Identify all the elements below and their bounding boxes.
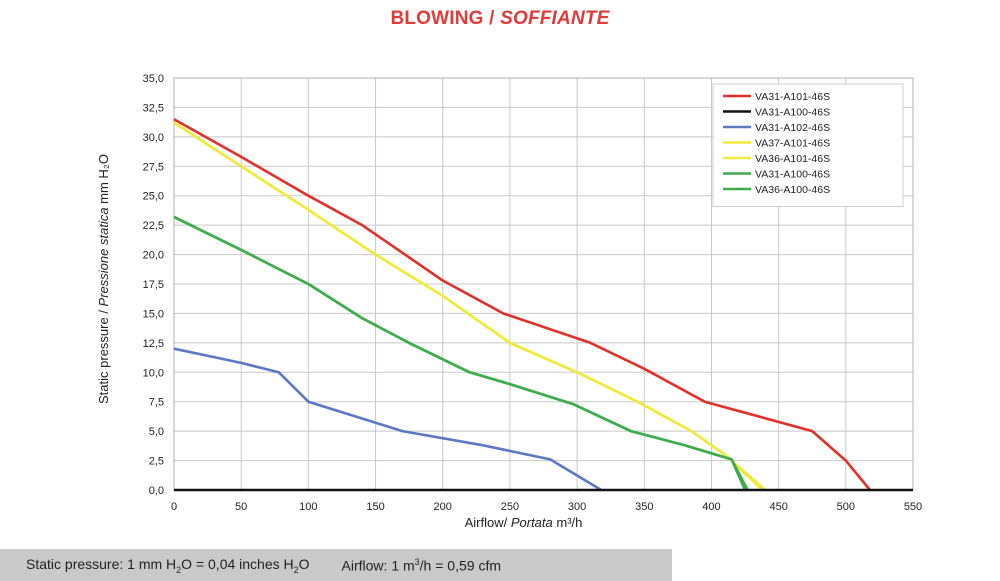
pressure-mid: O = 0,04 inches H (181, 555, 294, 572)
y-tick-label: 17,5 (143, 279, 164, 291)
y-tick-label: 7,5 (149, 397, 164, 409)
y-tick-label: 0,0 (149, 485, 164, 497)
series-line-va37-a101-46s (173, 121, 764, 491)
pressure-prefix: Static pressure: 1 mm H (26, 555, 177, 572)
x-tick-label: 350 (635, 501, 653, 513)
y-tick-label: 22,5 (143, 220, 164, 232)
x-tick-labels: 0 50 100 150 200 250 300 350 400 450 500 550 (171, 501, 922, 513)
airflow-suffix: /h = 0,59 cfm (419, 557, 501, 574)
x-tick-label: 250 (501, 501, 519, 513)
series-line-va31-a101-46s (173, 118, 872, 491)
x-axis-title-unit: m³/h (553, 515, 583, 530)
x-tick-label: 50 (235, 501, 247, 513)
legend: VA31-A101-46S VA31-A100-46S VA31-A102-46S V… (712, 83, 904, 207)
legend-label: VA31-A100-46S (755, 107, 830, 119)
y-tick-labels: 0,0 2,5 5,0 7,5 10,0 12,5 15,0 17,5 20,0 22,5 25,0… (143, 73, 164, 497)
y-axis-title-italic: Pressione statica (96, 207, 111, 306)
y-tick-label: 2,5 (149, 456, 164, 468)
legend-label: VA31-A101-46S (755, 91, 830, 103)
airflow-prefix: Airflow: 1 m (341, 557, 415, 574)
x-tick-label: 100 (299, 501, 317, 513)
title-main: BLOWING / (390, 8, 501, 29)
x-tick-label: 550 (904, 501, 922, 513)
airflow-conversion-note: Airflow: 1 m3/h = 0,59 cfm (310, 557, 501, 574)
x-axis-title-italic: Portata (511, 515, 553, 530)
footer-bar: Static pressure: 1 mm H2O = 0,04 inches … (0, 549, 672, 581)
pressure-sub1: 2 (176, 564, 182, 575)
series-line-va31-a102-46s (173, 347, 602, 492)
x-tick-label: 400 (702, 501, 720, 513)
x-tick-label: 300 (568, 501, 586, 513)
x-tick-label: 450 (769, 501, 787, 513)
legend-label: VA31-A102-46S (755, 122, 830, 134)
title-italic: SOFFIANTE (500, 8, 610, 29)
y-tick-label: 27,5 (143, 161, 164, 173)
series-line-va36-a100-46s (173, 215, 749, 491)
x-axis-title-normal: Airflow/ (465, 515, 511, 530)
y-tick-label: 32,5 (143, 102, 164, 114)
y-axis-title: Static pressure / Pressione statica mm H… (96, 154, 111, 404)
y-axis-title-unit: mm H₂O (96, 154, 111, 207)
x-tick-label: 150 (366, 501, 384, 513)
x-axis-title: Airflow/ Portata m³/h (465, 515, 583, 530)
y-axis-title-normal: Static pressure / (96, 306, 111, 404)
airflow-sup: 3 (414, 556, 420, 567)
x-tick-label: 0 (171, 501, 177, 513)
x-tick-label: 200 (434, 501, 452, 513)
y-tick-label: 10,0 (143, 367, 164, 379)
y-tick-label: 25,0 (143, 191, 164, 203)
series-line-va36-a101-46s (173, 121, 767, 491)
legend-label: VA37-A101-46S (755, 138, 830, 150)
legend-box (712, 83, 904, 207)
y-tick-label: 20,0 (143, 250, 164, 262)
y-tick-label: 30,0 (143, 132, 164, 144)
legend-label: VA36-A100-46S (755, 184, 830, 196)
y-tick-label: 12,5 (143, 338, 164, 350)
x-tick-label: 500 (837, 501, 855, 513)
y-tick-label: 15,0 (143, 308, 164, 320)
pressure-airflow-chart: 0 50 100 150 200 250 300 350 400 450 500 550 0,0 2,5… (96, 73, 922, 530)
series-lines (173, 118, 913, 492)
y-tick-label: 35,0 (143, 73, 164, 85)
legend-label: VA31-A100-46S (755, 169, 830, 181)
legend-label: VA36-A101-46S (755, 153, 830, 165)
pressure-conversion-note: Static pressure: 1 mm H2O = 0,04 inches … (0, 556, 310, 575)
pressure-sub2: 2 (293, 564, 299, 575)
y-tick-label: 5,0 (149, 426, 164, 438)
pressure-suffix: O (298, 555, 310, 572)
page-title: BLOWING / SOFFIANTE (0, 8, 1000, 30)
